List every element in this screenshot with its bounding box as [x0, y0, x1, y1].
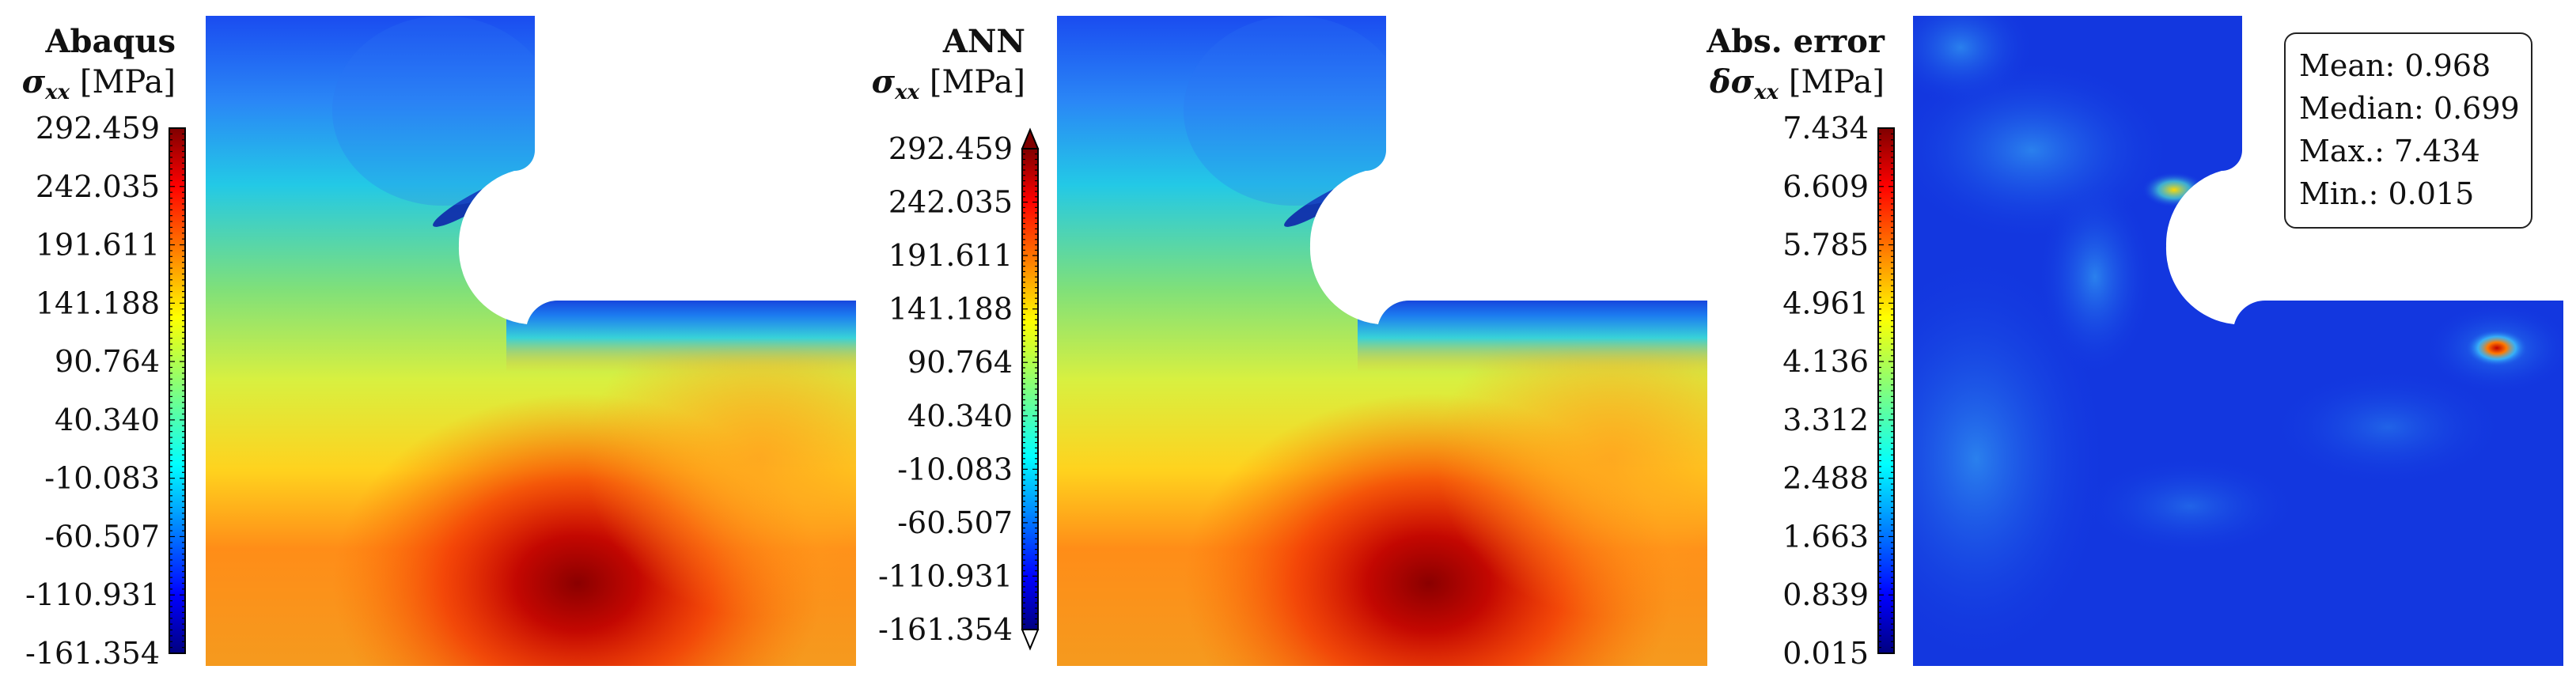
colorbar-tick-label: 90.764	[907, 345, 1013, 380]
colorbar-tick-label: 4.961	[1782, 286, 1869, 320]
colorbar: 292.459 242.035 191.611 141.188 90.764 40.340…	[25, 111, 186, 671]
colorbar-tick-label: 191.611	[36, 228, 160, 263]
stat-max: Max.: 7.434	[2299, 134, 2480, 168]
extend-max-arrow	[1021, 127, 1040, 149]
colorbar-tick-label: -161.354	[25, 636, 160, 671]
quantity-label: σxx [MPa]	[872, 63, 1025, 104]
colorbar-tick-label: 242.035	[888, 185, 1013, 220]
colorbar-tick-label: -10.083	[897, 452, 1013, 486]
stat-median: Median: 0.699	[2299, 91, 2520, 126]
colorbar-tick-label: 141.188	[888, 292, 1013, 327]
stress-contour-map	[1057, 16, 1707, 666]
error-contour-map	[1913, 16, 2563, 666]
colorbar-tick-label: 1.663	[1782, 519, 1869, 554]
colorbar-tick-label: 40.340	[55, 403, 160, 437]
colorbar: 292.459 242.035 191.611 141.188 90.764 40.340…	[878, 127, 1040, 651]
colorbar-tick-label: 0.839	[1782, 577, 1869, 612]
colorbar-tick-label: 0.015	[1782, 636, 1869, 671]
colorbar: 7.434 6.609 5.785 4.961 4.136 3.312 2.488 1.663…	[1782, 111, 1895, 671]
colorbar-tick-label: -110.931	[25, 577, 160, 612]
colorbar-tick-label: -60.507	[44, 519, 160, 554]
extend-min-arrow	[1021, 629, 1040, 651]
colorbar-tick-label: 292.459	[36, 111, 160, 146]
colorbar-tick-label: 3.312	[1782, 403, 1869, 437]
panel-title: Abs. error	[1706, 23, 1885, 60]
colorbar-tick-label: 191.611	[888, 238, 1013, 273]
error-statistics-box: Mean: 0.968 Median: 0.699 Max.: 7.434 Mi…	[2284, 32, 2532, 229]
colorbar-tick-label: 7.434	[1782, 111, 1869, 146]
colorbar-tick-label: 292.459	[888, 131, 1013, 166]
colorbar-tick-label: 90.764	[55, 344, 160, 379]
panel-title: Abaqus	[45, 23, 176, 60]
colorbar-tick-label: 141.188	[36, 286, 160, 320]
colorbar-tick-label: 4.136	[1782, 344, 1869, 379]
stress-contour-map	[206, 16, 856, 666]
colorbar-tick-label: 6.609	[1782, 169, 1869, 204]
panel-title: ANN	[942, 23, 1025, 60]
colorbar-tick-label: -110.931	[878, 558, 1013, 593]
colorbar-tick-label: 40.340	[907, 399, 1013, 433]
colorbar-tick-label: 5.785	[1782, 228, 1869, 263]
colorbar-tick-label: -10.083	[44, 461, 160, 496]
stat-min: Min.: 0.015	[2299, 176, 2474, 211]
colorbar-tick-label: 242.035	[36, 169, 160, 204]
panel-abaqus: Abaqus σxx [MPa] 292.459 242.035 191.611 14…	[22, 16, 856, 671]
colorbar-tick-label: 2.488	[1782, 461, 1869, 496]
colorbar-tick-label: -161.354	[878, 612, 1013, 647]
colorbar-tick-label: -60.507	[897, 505, 1013, 540]
panel-ann: ANN σxx [MPa] 292.459 242.035 191.611 141.1…	[872, 16, 1707, 666]
stat-mean: Mean: 0.968	[2299, 48, 2491, 83]
quantity-label: δσxx [MPa]	[1709, 63, 1885, 104]
panel-abs-error: Abs. error δσxx [MPa] 7.434 6.609 5.785 4.9…	[1706, 16, 2563, 671]
quantity-label: σxx [MPa]	[22, 63, 176, 104]
